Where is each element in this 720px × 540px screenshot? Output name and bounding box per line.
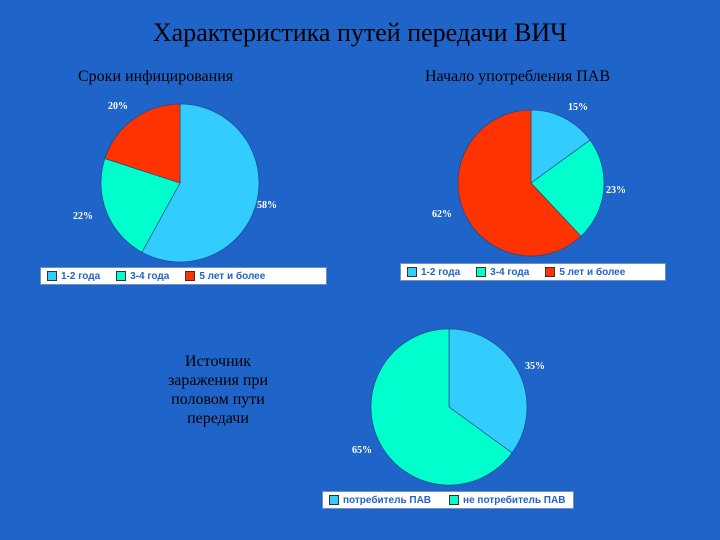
legend-substance-use-onset: 1-2 года 3-4 года 5 лет и более [400,263,666,281]
slice-3-4-years [530,139,605,237]
slice-3-4-years [100,158,181,253]
slice-substance-user [448,328,528,454]
page-title: Характеристика путей передачи ВИЧ [152,18,568,47]
legend-label: 3-4 года [490,266,530,278]
legend-infection-duration: 1-2 года 3-4 года 5 лет и более [40,267,327,285]
slice-label-58: 58% [257,200,277,211]
legend-label: 5 лет и более [199,270,266,282]
chart-1-title: Сроки инфицирования [78,68,234,85]
legend-swatch [476,267,487,277]
legend-swatch [407,267,417,277]
legend-item: потребитель ПАВ [329,495,431,506]
legend-item: 3-4 года [476,267,529,278]
legend-label: 1-2 года [61,270,101,282]
slice-1-2-years [141,103,260,263]
slice-label-62: 62% [432,209,452,220]
slice-5-plus-years [457,109,582,257]
pie-chart-substance-use-onset [457,109,605,257]
pie-chart-infection-source [370,328,528,486]
pie-chart-infection-duration [100,103,260,263]
slice-label-65: 65% [352,445,372,456]
legend-item: 3-4 года [116,271,169,282]
legend-swatch [116,271,127,281]
legend-item: 1-2 года [407,267,460,278]
legend-infection-source: потребитель ПАВ не потребитель ПАВ [322,491,574,509]
slice-5-plus-years [104,103,181,184]
legend-label: 5 лет и более [559,266,626,278]
slice-1-2-years [530,109,591,184]
slice-label-23: 23% [606,185,626,196]
legend-label: 1-2 года [421,266,461,278]
chart-2-title: Начало употребления ПАВ [425,68,611,85]
slice-label-35: 35% [525,361,545,372]
legend-label: не потребитель ПАВ [463,494,566,506]
legend-swatch [545,267,556,277]
legend-swatch [185,271,196,281]
legend-item: 1-2 года [47,271,100,282]
infection-source-caption: Источник заражения при половом пути пере… [167,353,269,427]
slice-label-22: 22% [73,211,93,222]
legend-swatch [47,271,57,281]
legend-item: 5 лет и более [545,267,625,278]
legend-label: потребитель ПАВ [343,494,432,506]
slice-non-substance-user [370,328,513,486]
legend-swatch [329,495,339,505]
legend-item: 5 лет и более [185,271,265,282]
legend-swatch [449,495,460,505]
legend-label: 3-4 года [130,270,170,282]
legend-item: не потребитель ПАВ [449,495,565,506]
